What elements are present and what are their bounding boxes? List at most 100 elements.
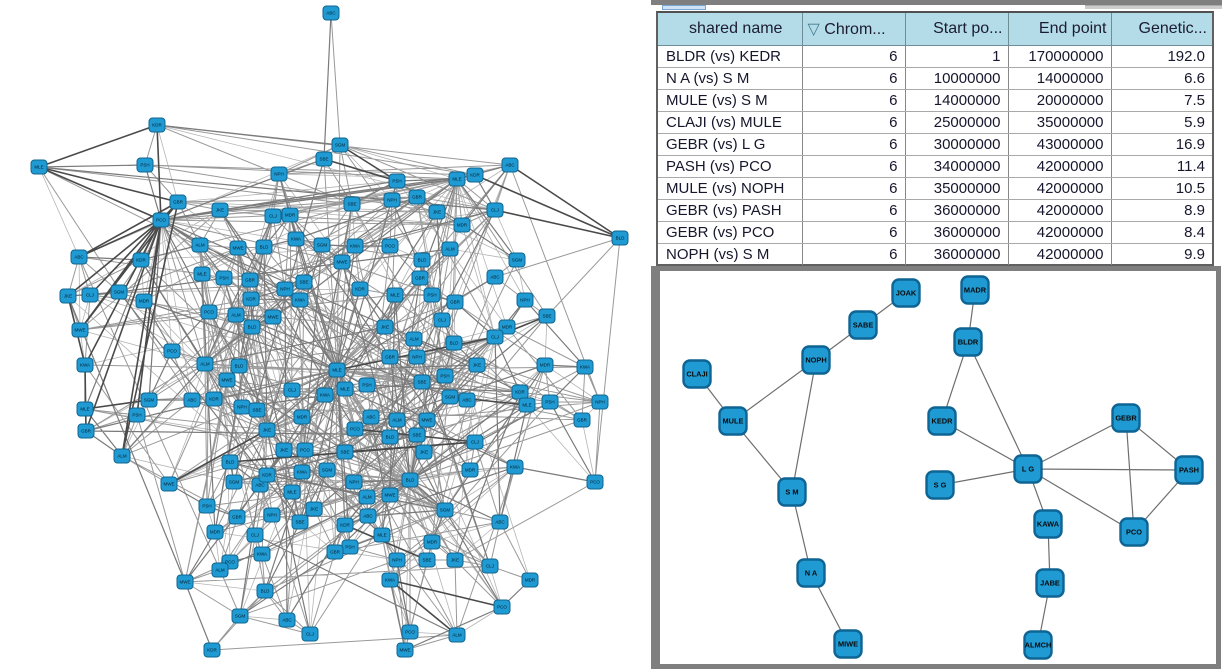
svg-text:PCO: PCO (300, 448, 310, 453)
svg-text:PCO: PCO (497, 605, 507, 610)
svg-text:ALM: ALM (231, 313, 241, 318)
svg-text:KDR: KDR (340, 523, 350, 528)
svg-text:CLJ: CLJ (86, 293, 94, 298)
svg-text:GBR: GBR (232, 515, 243, 520)
svg-text:ABC: ABC (74, 255, 84, 260)
svg-text:MWE: MWE (422, 418, 433, 423)
svg-text:PCO: PCO (156, 218, 166, 223)
svg-text:KDR: KDR (262, 473, 272, 478)
svg-text:KDR: KDR (246, 297, 256, 302)
svg-text:CLJ: CLJ (491, 335, 499, 340)
svg-text:ALM: ALM (195, 243, 205, 248)
svg-text:SBE: SBE (347, 202, 356, 207)
svg-text:MLE: MLE (287, 490, 296, 495)
svg-text:KDR: KDR (470, 173, 480, 178)
svg-text:BLD: BLD (248, 325, 258, 330)
svg-text:PCO: PCO (590, 480, 600, 485)
svg-text:ABC: ABC (363, 514, 373, 519)
svg-text:BLD: BLD (261, 589, 271, 594)
svg-text:PCO: PCO (405, 630, 415, 635)
svg-text:MLE: MLE (332, 368, 341, 373)
svg-text:KWA: KWA (320, 393, 330, 398)
svg-text:CLJ: CLJ (288, 388, 296, 393)
svg-text:PSH: PSH (345, 545, 354, 550)
svg-text:ABC: ABC (255, 483, 265, 488)
svg-text:JKE: JKE (381, 325, 389, 330)
svg-text:PCO: PCO (167, 349, 177, 354)
svg-text:MWE: MWE (164, 482, 175, 487)
svg-text:MDR: MDR (502, 325, 513, 330)
svg-text:KWA: KWA (297, 470, 307, 475)
svg-text:CLAJI: CLAJI (686, 370, 707, 379)
svg-text:BLD: BLD (386, 435, 396, 440)
svg-text:PASH: PASH (1179, 466, 1199, 475)
svg-text:SGM: SGM (235, 614, 246, 619)
svg-text:SBE: SBE (542, 314, 551, 319)
svg-text:JABE: JABE (1040, 579, 1060, 588)
svg-text:SGM: SGM (144, 398, 155, 403)
svg-text:PCO: PCO (1126, 528, 1142, 537)
svg-text:SABE: SABE (853, 321, 874, 330)
svg-text:SGM: SGM (335, 143, 346, 148)
svg-text:MLE: MLE (522, 403, 531, 408)
svg-text:MWE: MWE (75, 328, 86, 333)
svg-text:KEDR: KEDR (932, 417, 954, 426)
svg-text:MWE: MWE (222, 378, 233, 383)
svg-text:PSH: PSH (440, 374, 449, 379)
svg-text:BLD: BLD (226, 460, 236, 465)
svg-text:PSH: PSH (202, 504, 211, 509)
svg-text:GBR: GBR (173, 200, 184, 205)
svg-text:ALM: ALM (215, 568, 225, 573)
svg-text:MWE: MWE (337, 260, 348, 265)
svg-text:KWA: KWA (580, 365, 590, 370)
svg-text:NPH: NPH (412, 355, 422, 360)
svg-text:CLJ: CLJ (491, 208, 499, 213)
svg-text:JKE: JKE (64, 294, 72, 299)
svg-text:NPH: NPH (595, 400, 605, 405)
svg-text:MWE: MWE (400, 648, 411, 653)
svg-text:SGM: SGM (512, 258, 523, 263)
svg-text:MLE: MLE (377, 533, 386, 538)
svg-text:MWE: MWE (385, 493, 396, 498)
svg-text:GEBR: GEBR (1115, 414, 1137, 423)
svg-text:GBR: GBR (577, 418, 588, 423)
svg-text:PSH: PSH (219, 276, 228, 281)
svg-text:NPH: NPH (349, 480, 359, 485)
svg-text:SGM: SGM (445, 395, 456, 400)
svg-text:KWA: KWA (385, 578, 395, 583)
svg-text:KDR: KDR (207, 648, 217, 653)
svg-text:PSH: PSH (545, 400, 554, 405)
svg-text:BLD: BLD (235, 364, 245, 369)
svg-text:KAWA: KAWA (1037, 520, 1060, 529)
svg-text:MDR: MDR (540, 363, 551, 368)
svg-text:JKE: JKE (420, 450, 428, 455)
svg-text:BLD: BLD (406, 478, 416, 483)
svg-text:ABC: ABC (462, 398, 472, 403)
svg-text:MDR: MDR (525, 578, 536, 583)
svg-text:GBR: GBR (330, 550, 341, 555)
svg-text:NPH: NPH (237, 405, 247, 410)
svg-text:KDR: KDR (136, 258, 146, 263)
svg-text:SGM: SGM (322, 468, 333, 473)
svg-text:GBR: GBR (245, 278, 256, 283)
svg-text:KWA: KWA (257, 552, 267, 557)
svg-text:GBR: GBR (415, 276, 426, 281)
svg-text:N A: N A (805, 569, 818, 578)
svg-text:MDR: MDR (285, 213, 296, 218)
svg-text:PSH: PSH (132, 413, 141, 418)
svg-text:MWE: MWE (233, 246, 244, 251)
svg-text:BLD: BLD (260, 245, 270, 250)
svg-text:CLJ: CLJ (306, 632, 314, 637)
svg-text:JKE: JKE (216, 208, 224, 213)
svg-text:CLJ: CLJ (269, 214, 277, 219)
svg-text:SBE: SBE (417, 380, 426, 385)
svg-text:NPH: NPH (387, 198, 397, 203)
svg-text:PCO: PCO (350, 427, 360, 432)
svg-text:PSH: PSH (392, 179, 401, 184)
svg-text:NPH: NPH (267, 513, 277, 518)
svg-text:JKE: JKE (473, 363, 481, 368)
svg-text:MDR: MDR (427, 540, 438, 545)
svg-text:ABC: ABC (326, 11, 336, 16)
svg-text:SBE: SBE (412, 433, 421, 438)
svg-text:SGM: SGM (317, 243, 328, 248)
